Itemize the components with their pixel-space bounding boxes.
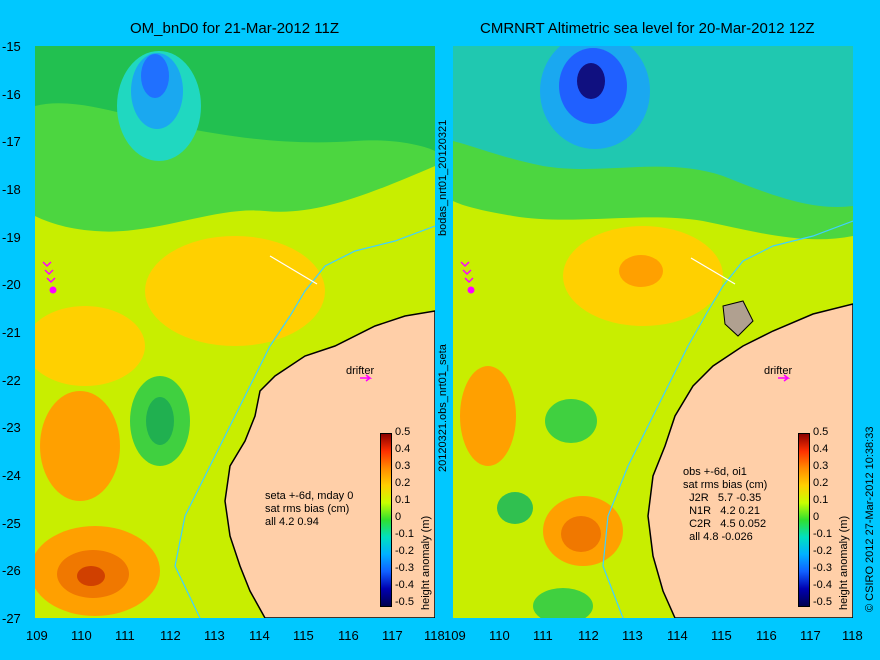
lat-tick-20: -20 [2,277,21,292]
yellow-anomaly-a [145,236,325,346]
red-anomaly-core [77,566,105,586]
left-drifter-label: drifter [346,365,375,377]
lat-tick-17: -17 [2,134,21,149]
right-cb-tick-0.4: 0.4 [813,443,829,455]
right-cb-tick-0: 0 [813,511,820,523]
section-line [690,257,736,285]
lon-tick-right-114: 114 [667,628,688,643]
green-eddy-c [533,588,593,618]
lon-tick-right-112: 112 [578,628,599,643]
lon-tick-left-114: 114 [249,628,270,643]
right-cb-tick-n0.4: -0.4 [813,579,832,591]
left-cb-tick-n0.5: -0.5 [395,596,414,608]
lon-tick-right-115: 115 [711,628,732,643]
left-stats-annotation: seta +-6d, mday 0 sat rms bias (cm) all … [265,490,354,528]
left-sea-level-map [35,46,435,618]
lat-tick-26: -26 [2,563,21,578]
copyright-label: © CSIRO 2012 27-Mar-2012 10:38:33 [864,426,876,612]
lon-tick-right-116: 116 [756,628,777,643]
dataset-label-lower: 20120321.obs_nrt01_seta [437,344,449,472]
blue-eddy-core [141,54,169,98]
right-title: CMRNRT Altimetric sea level for 20-Mar-2… [480,20,815,37]
darkorange-anomaly [561,516,601,552]
left-colorbar [380,433,392,607]
lat-tick-24: -24 [2,468,21,483]
lat-tick-27: -27 [2,611,21,626]
green-eddy-a [545,399,597,443]
right-cb-tick-0.5: 0.5 [813,426,829,438]
right-cb-tick-n0.2: -0.2 [813,545,832,557]
lat-tick-15: -15 [2,39,21,54]
left-cb-tick-n0.3: -0.3 [395,562,414,574]
yellow-anomaly-b [35,306,145,386]
navy-eddy-core [577,63,605,99]
lat-tick-16: -16 [2,87,21,102]
lon-tick-left-116: 116 [338,628,359,643]
right-cb-tick-0.2: 0.2 [813,477,829,489]
lon-tick-left-111: 111 [115,628,135,643]
green-eddy-core [146,397,174,445]
lon-tick-left-115: 115 [293,628,314,643]
dataset-label-upper: bodas_nrt01_20120321 [437,119,449,236]
grey-shelf-strip [722,300,754,337]
left-cb-tick-0.3: 0.3 [395,460,411,472]
lat-tick-22: -22 [2,373,21,388]
lon-tick-right-118: 118 [842,628,863,643]
drifter-markers [42,261,373,382]
right-stats-annotation: obs +-6d, oi1 sat rms bias (cm) J2R 5.7 … [683,466,768,543]
lon-tick-left-109: 109 [26,628,48,643]
left-cb-tick-n0.1: -0.1 [395,528,414,540]
right-altimetric-map [453,46,853,618]
lat-tick-19: -19 [2,230,21,245]
lon-tick-left-112: 112 [160,628,181,643]
right-cb-tick-0.1: 0.1 [813,494,829,506]
lon-tick-right-111: 111 [533,628,553,643]
drifter-markers [460,261,791,382]
lat-tick-23: -23 [2,420,21,435]
orange-anomaly-a [619,255,663,287]
left-cb-tick-0.2: 0.2 [395,477,411,489]
right-cb-tick-n0.3: -0.3 [813,562,832,574]
lon-tick-right-110: 110 [489,628,510,643]
right-cb-tick-n0.5: -0.5 [813,596,832,608]
left-cb-tick-n0.2: -0.2 [395,545,414,557]
lat-tick-21: -21 [2,325,21,340]
section-line [269,255,318,285]
depth-contour [602,220,853,618]
right-cb-tick-0.3: 0.3 [813,460,829,472]
right-colorbar [798,433,810,607]
orange-anomaly-b [460,366,516,466]
lat-tick-18: -18 [2,182,21,197]
right-drifter-label: drifter [764,365,793,377]
lon-tick-right-113: 113 [622,628,643,643]
orange-anomaly-a [40,391,120,501]
left-cb-tick-0: 0 [395,511,402,523]
left-cb-tick-0.5: 0.5 [395,426,411,438]
left-cb-tick-0.1: 0.1 [395,494,411,506]
lon-tick-left-117: 117 [382,628,403,643]
lon-tick-left-118: 118 [424,628,445,643]
left-colorbar-title: height anomaly (m) [420,515,432,610]
lat-tick-25: -25 [2,516,21,531]
right-colorbar-title: height anomaly (m) [838,515,850,610]
depth-contour [174,225,435,618]
left-title: OM_bnD0 for 21-Mar-2012 11Z [130,20,339,37]
left-cb-tick-0.4: 0.4 [395,443,411,455]
green-eddy-b [497,492,533,524]
lon-tick-left-110: 110 [71,628,92,643]
lon-tick-right-117: 117 [800,628,821,643]
left-cb-tick-n0.4: -0.4 [395,579,414,591]
lon-tick-left-113: 113 [204,628,225,643]
right-cb-tick-n0.1: -0.1 [813,528,832,540]
lon-tick-right-109: 109 [444,628,466,643]
